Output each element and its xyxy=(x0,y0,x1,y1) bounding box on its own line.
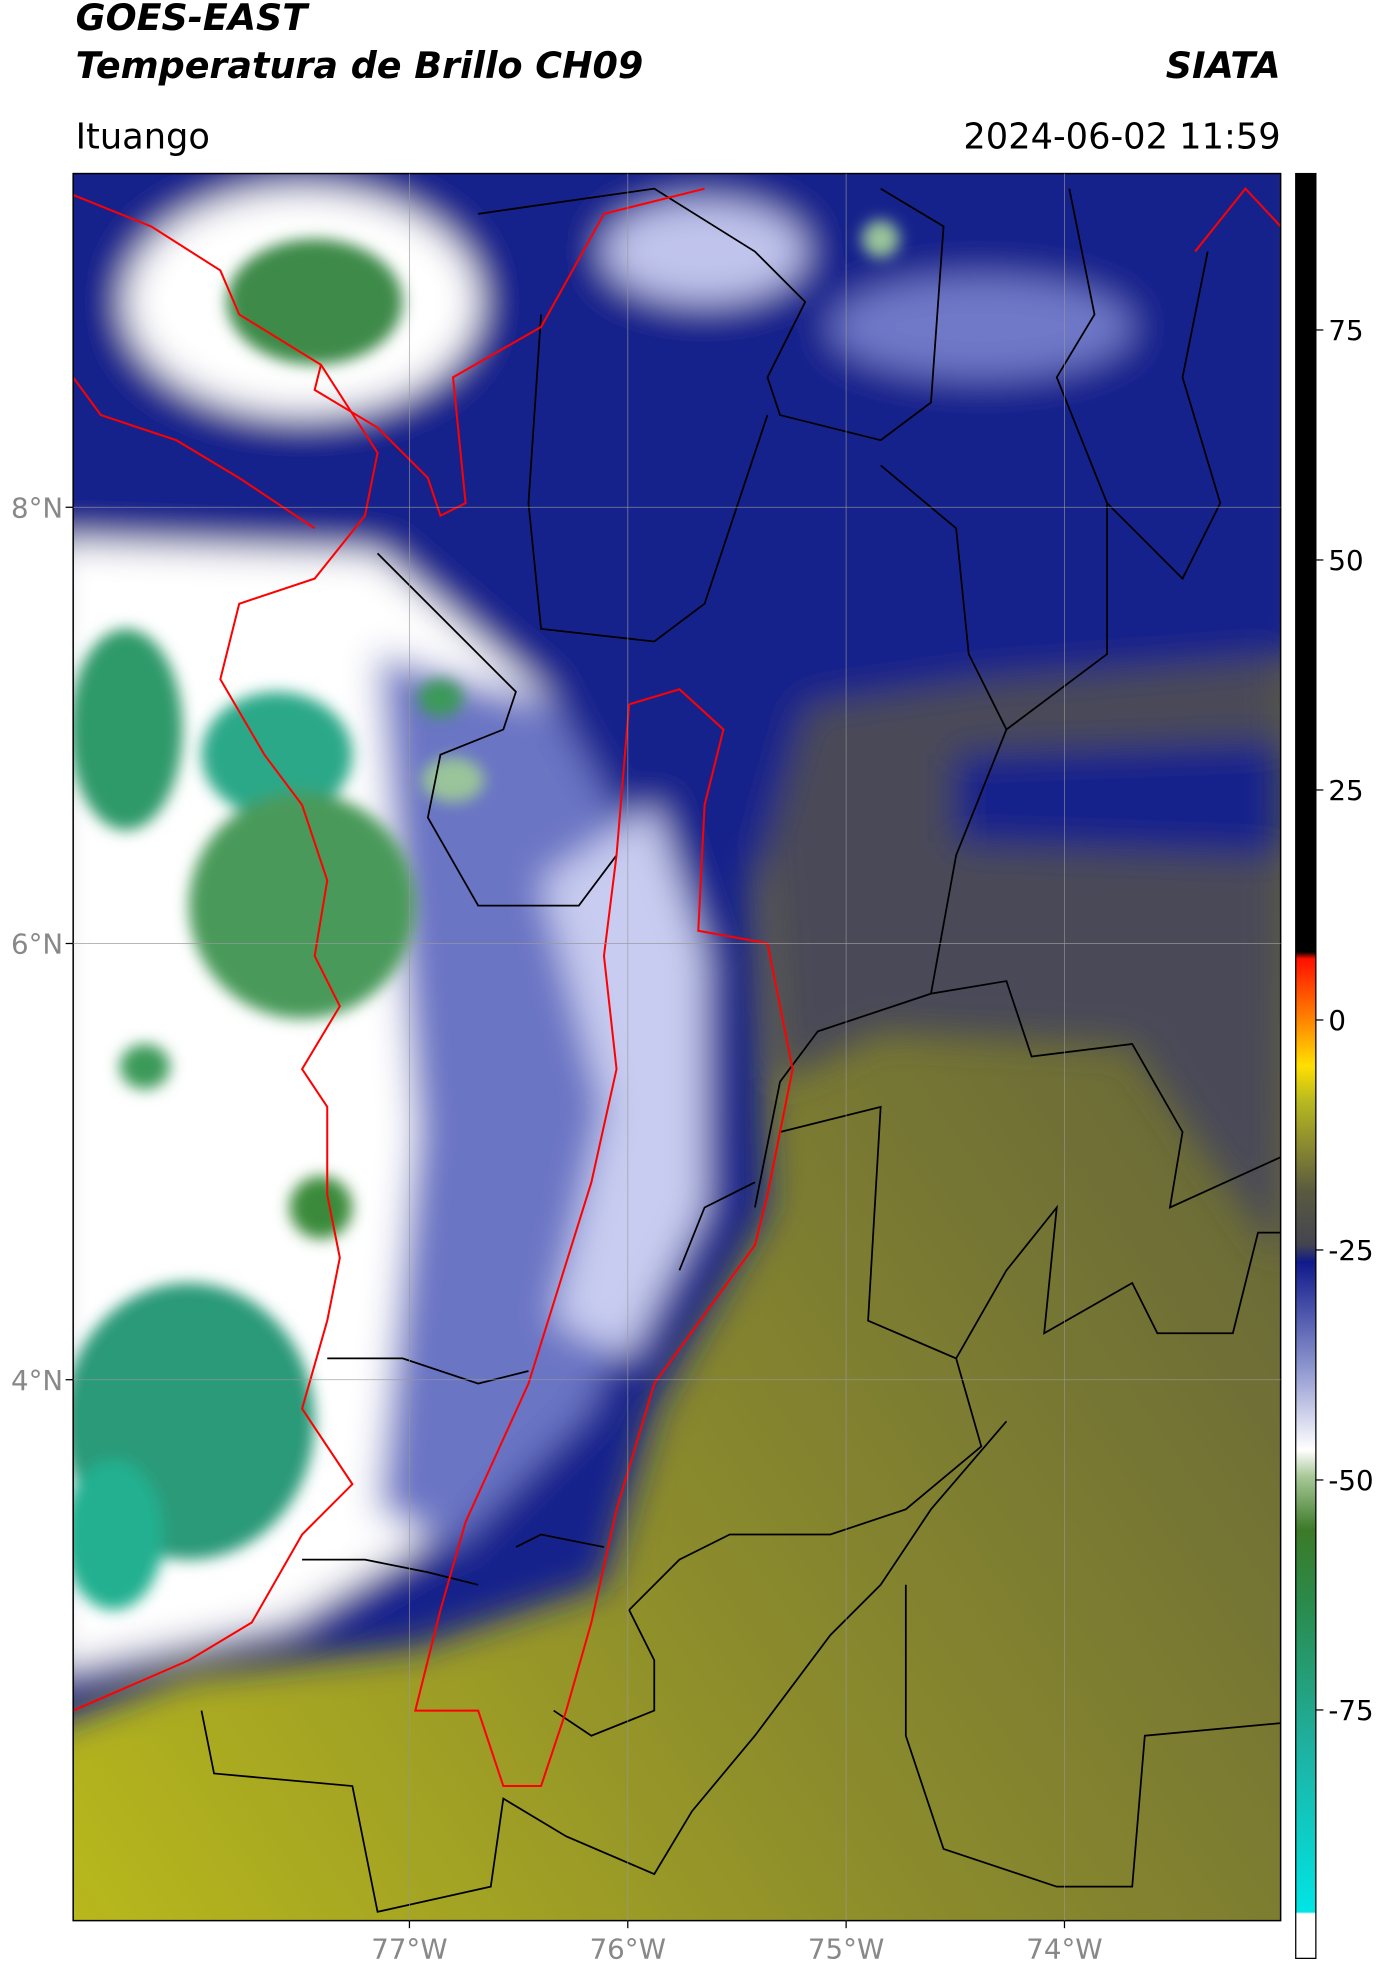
colorbar-label: -75 xyxy=(1328,1694,1373,1727)
colorbar-label: 50 xyxy=(1328,544,1363,577)
source: SIATA xyxy=(1166,44,1281,87)
lon-label: 76°W xyxy=(590,1932,666,1965)
lon-label: 77°W xyxy=(371,1932,447,1965)
borders xyxy=(200,187,1281,1913)
map-frame xyxy=(72,172,1282,1922)
lat-label: 4°N xyxy=(11,1364,63,1397)
colorbar-label: 25 xyxy=(1328,774,1363,807)
colorbar-label: -50 xyxy=(1328,1464,1373,1497)
satellite-image xyxy=(73,173,1281,1921)
subtitle: Temperatura de Brillo CH09 xyxy=(76,44,644,87)
title: GOES-EAST xyxy=(76,0,311,39)
timestamp: 2024-06-02 11:59 xyxy=(963,116,1280,157)
lon-label: 75°W xyxy=(808,1932,884,1965)
lat-label: 8°N xyxy=(11,491,63,524)
colorbar-label: -25 xyxy=(1328,1234,1373,1267)
colorbar xyxy=(1295,172,1317,1959)
lat-label: 6°N xyxy=(11,928,63,961)
colorbar-label: 75 xyxy=(1328,314,1363,347)
location: Ituango xyxy=(76,116,210,157)
region-outline xyxy=(73,187,1281,1788)
lon-label: 74°W xyxy=(1026,1932,1102,1965)
colorbar-label: 0 xyxy=(1328,1004,1346,1037)
